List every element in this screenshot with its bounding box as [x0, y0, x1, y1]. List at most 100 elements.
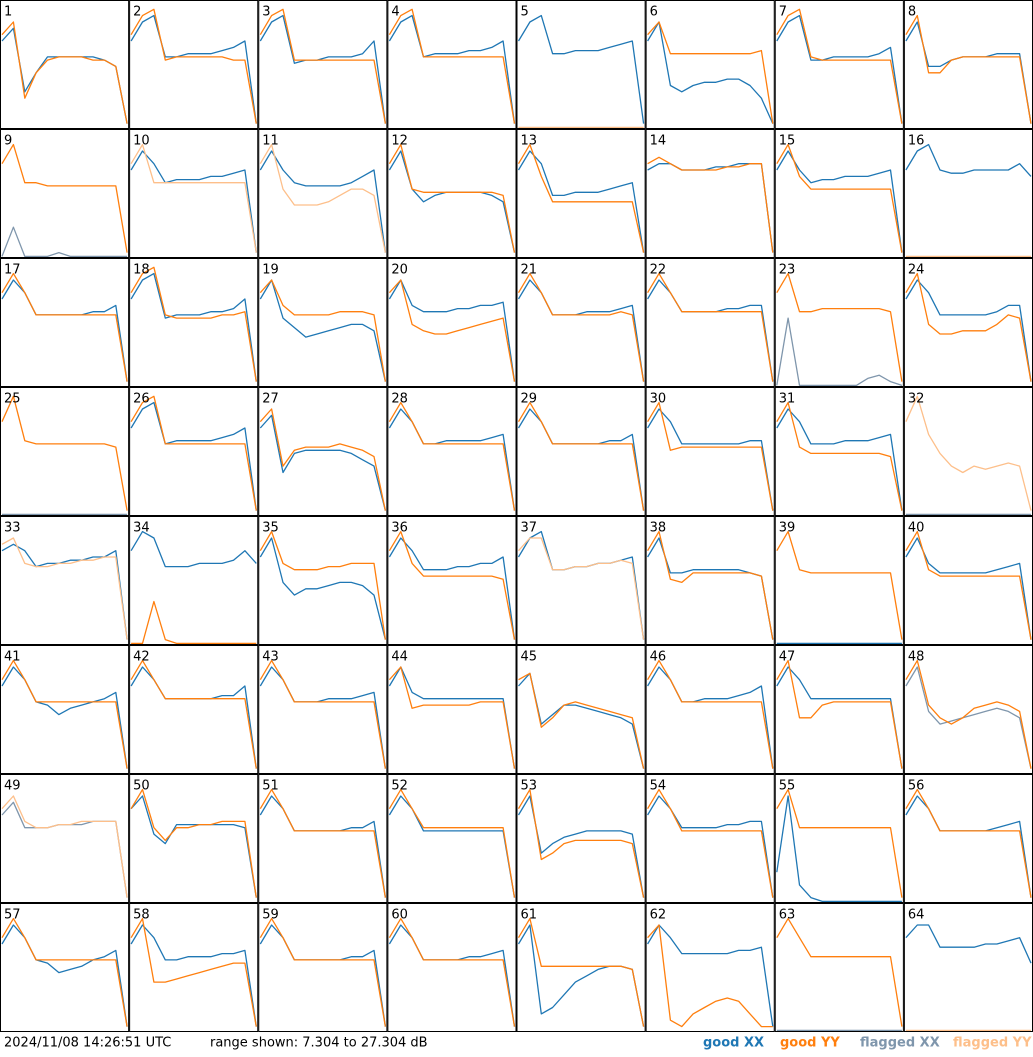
spectrum-trace: [131, 600, 257, 645]
spectrum-trace: [130, 401, 257, 511]
spectrum-trace: [776, 272, 903, 382]
spectrum-trace: [259, 530, 387, 640]
panel-label: 44: [391, 650, 408, 665]
panel-frame: [645, 0, 775, 129]
panel-label: 27: [262, 392, 279, 407]
panel-label: 51: [262, 779, 279, 794]
panel-label: 43: [262, 650, 279, 665]
panel-label: 50: [133, 779, 150, 794]
panel: 11: [258, 129, 388, 258]
spectrum-trace: [130, 924, 257, 1027]
panel-frame: [516, 258, 646, 387]
spectrum-trace: [388, 279, 516, 382]
panel-frame: [774, 645, 904, 774]
spectrum-trace: [1, 795, 128, 898]
panel: 55: [774, 774, 904, 903]
panel-label: 58: [133, 908, 150, 923]
spectrum-trace: [647, 21, 774, 124]
panel: 64: [903, 903, 1033, 1032]
panel-label: 18: [133, 263, 150, 278]
panel-label: 34: [133, 521, 150, 536]
spectrum-trace: [517, 14, 645, 124]
panel-label: 37: [521, 521, 538, 536]
panel-label: 33: [4, 521, 21, 536]
spectrum-trace: [1, 537, 128, 640]
panel: 22: [645, 258, 775, 387]
spectrum-trace: [130, 266, 257, 382]
spectrum-trace: [388, 530, 516, 640]
panel: 57: [0, 903, 130, 1032]
panel: 41: [0, 645, 130, 774]
panel-frame: [516, 645, 646, 774]
panel-label: 22: [650, 263, 667, 278]
panel-frame: [129, 258, 259, 387]
panel-label: 54: [650, 779, 667, 794]
panel: 25: [0, 387, 130, 516]
spectrum-trace: [905, 272, 1032, 382]
panel-label: 24: [908, 263, 925, 278]
spectrum-trace: [130, 659, 257, 769]
spectrum-trace: [517, 150, 645, 253]
panel-frame: [258, 387, 388, 516]
spectrum-trace: [776, 143, 903, 253]
panel: 58: [129, 903, 259, 1032]
panel-frame: [774, 129, 904, 258]
panel: 48: [903, 645, 1033, 774]
panel-frame: [903, 0, 1033, 129]
panel-label: 39: [779, 521, 796, 536]
panel: 26: [129, 387, 259, 516]
spectrum-trace: [905, 788, 1032, 898]
spectrum-trace: [517, 917, 645, 1027]
spectrum-trace: [130, 530, 257, 568]
spectrum-trace: [130, 917, 257, 1027]
spectrum-trace: [776, 917, 903, 1027]
panel-label: 47: [779, 650, 796, 665]
panel-frame: [903, 129, 1033, 258]
spectrum-trace: [647, 156, 774, 253]
panel: 46: [645, 645, 775, 774]
panel-label: 19: [262, 263, 279, 278]
panel-frame: [129, 0, 259, 129]
panel: 39: [774, 516, 904, 645]
spectrum-trace: [388, 788, 516, 898]
spectrum-trace: [517, 788, 645, 898]
spectrum-trace: [1, 226, 128, 258]
panel: 63: [774, 903, 904, 1032]
panel: 36: [387, 516, 517, 645]
panel-label: 21: [521, 263, 538, 278]
panel-label: 2: [133, 5, 141, 20]
panel-frame: [129, 129, 259, 258]
spectrum-trace: [905, 530, 1032, 640]
panel: 8: [903, 0, 1033, 129]
spectrum-trace: [388, 8, 516, 124]
panel-frame: [387, 903, 517, 1032]
panel-label: 3: [262, 5, 270, 20]
spectrum-trace: [905, 14, 1032, 124]
panel: 61: [516, 903, 646, 1032]
panel-frame: [387, 774, 517, 903]
panel-frame: [0, 645, 130, 774]
panel: 4: [387, 0, 517, 129]
panel-frame: [129, 903, 259, 1032]
spectrum-trace: [259, 279, 387, 382]
panel-label: 55: [779, 779, 796, 794]
panel: 18: [129, 258, 259, 387]
spectrum-trace: [130, 8, 257, 124]
panel: 21: [516, 258, 646, 387]
panel: 2: [129, 0, 259, 129]
spectrum-trace: [776, 530, 903, 640]
panel-frame: [129, 645, 259, 774]
panel-label: 1: [4, 5, 12, 20]
panel-frame: [0, 774, 130, 903]
spectrum-trace: [647, 659, 774, 769]
panel: 14: [645, 129, 775, 258]
legend-entry: flagged YY: [953, 1036, 1032, 1051]
spectrum-trace: [259, 788, 387, 898]
panel-frame: [903, 903, 1033, 1032]
panel: 60: [387, 903, 517, 1032]
panel: 16: [903, 129, 1033, 258]
panel-label: 7: [779, 5, 787, 20]
legend-entry: flagged XX: [860, 1036, 940, 1051]
panel: 42: [129, 645, 259, 774]
